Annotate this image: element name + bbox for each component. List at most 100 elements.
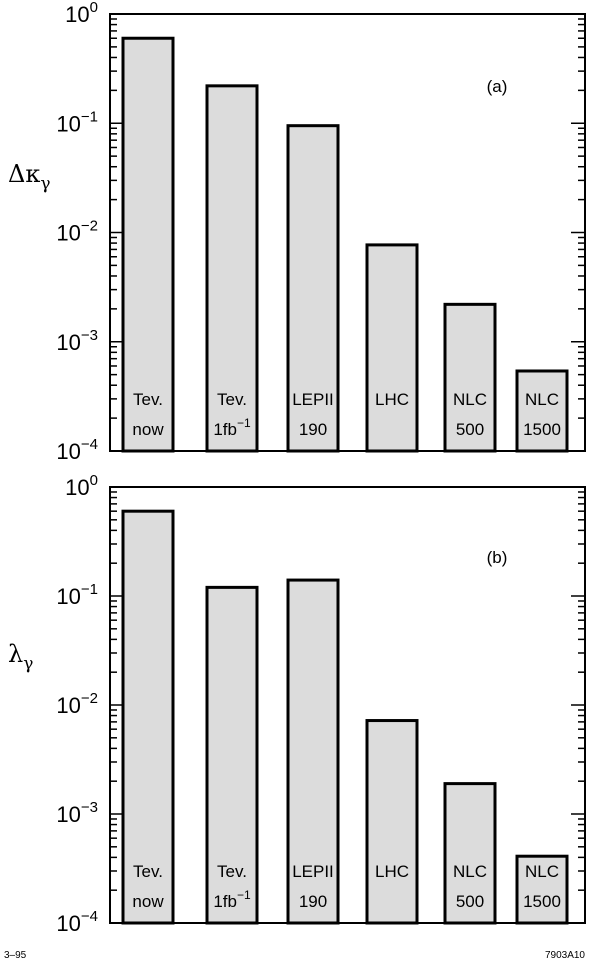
category-label-line2: now xyxy=(132,892,164,911)
y-tick-mantissa: 10 xyxy=(56,111,80,136)
panel-label: (a) xyxy=(487,77,508,96)
category-label-line2: 500 xyxy=(456,892,484,911)
y-tick-exponent: −1 xyxy=(81,581,98,598)
category-label-text: 500 xyxy=(456,420,484,439)
category-label-line1: NLC xyxy=(525,390,559,409)
panel-label-text: (b) xyxy=(487,548,508,567)
y-tick-mantissa: 10 xyxy=(56,693,80,718)
category-label-text: 190 xyxy=(299,420,327,439)
y-tick-mantissa: 10 xyxy=(56,584,80,609)
y-tick-label: 10−3 xyxy=(56,327,98,355)
category-label-line2: 500 xyxy=(456,420,484,439)
y-tick-label: 10−2 xyxy=(56,218,98,246)
category-label-line2: 1500 xyxy=(523,420,561,439)
category-label-text: 1fb xyxy=(213,420,237,439)
category-label-line2: 1500 xyxy=(523,892,561,911)
category-label-text: 1fb xyxy=(213,892,237,911)
category-label-line1: Tev. xyxy=(217,390,247,409)
bar xyxy=(443,782,497,925)
panel-label-text: (a) xyxy=(487,77,508,96)
category-label-superscript: −1 xyxy=(237,416,251,430)
bar xyxy=(205,585,259,925)
y-tick-label: 10−4 xyxy=(56,436,98,464)
category-label-superscript: −1 xyxy=(237,888,251,902)
y-tick-label: 10−3 xyxy=(56,799,98,827)
y-axis-label: Δκγ xyxy=(8,160,51,194)
y-tick-label: 10−1 xyxy=(56,581,98,609)
category-label-text: LEPII xyxy=(292,862,334,881)
y-tick-mantissa: 10 xyxy=(56,221,80,246)
category-label-line2: 1fb−1 xyxy=(213,416,251,439)
footer-left-label: 3–95 xyxy=(4,950,27,961)
category-label-text: now xyxy=(132,420,164,439)
y-axis-subscript: γ xyxy=(40,174,50,194)
category-label-text: Tev. xyxy=(217,390,247,409)
category-label-line2: now xyxy=(132,420,164,439)
y-tick-exponent: 0 xyxy=(90,472,98,489)
category-label-text: Tev. xyxy=(133,390,163,409)
category-label-text: 1500 xyxy=(523,420,561,439)
category-label-line1: Tev. xyxy=(133,862,163,881)
bar xyxy=(515,854,569,925)
bar xyxy=(365,243,419,453)
category-label-line1: NLC xyxy=(453,862,487,881)
y-tick-exponent: −2 xyxy=(81,690,98,707)
y-axis-subscript: γ xyxy=(23,654,33,674)
category-label-text: LHC xyxy=(375,862,409,881)
y-tick-mantissa: 10 xyxy=(56,439,80,464)
bar xyxy=(443,302,497,453)
y-tick-exponent: −3 xyxy=(81,799,98,816)
panel-a: 10010−110−210−310−4Δκγ(a)Tev.nowTev.1fb−… xyxy=(8,0,586,464)
y-tick-label: 10−2 xyxy=(56,690,98,718)
plot-frame xyxy=(109,486,586,924)
y-tick-exponent: −3 xyxy=(81,327,98,344)
category-label-line1: LEPII xyxy=(292,390,334,409)
panel-label: (b) xyxy=(487,548,508,567)
category-label-text: 1500 xyxy=(523,892,561,911)
y-tick-exponent: 0 xyxy=(90,0,98,16)
y-tick-mantissa: 10 xyxy=(65,475,89,500)
category-label-line1: LHC xyxy=(375,862,409,881)
y-tick-exponent: −1 xyxy=(81,108,98,125)
footer-right-label: 7903A10 xyxy=(544,950,585,961)
bar xyxy=(365,719,419,925)
y-tick-mantissa: 10 xyxy=(56,911,80,936)
y-tick-mantissa: 10 xyxy=(56,330,80,355)
category-label-text: 500 xyxy=(456,892,484,911)
panel-b: 10010−110−210−310−4λγ(b)Tev.nowTev.1fb−1… xyxy=(8,472,586,936)
category-label-text: NLC xyxy=(453,862,487,881)
category-label-text: LEPII xyxy=(292,390,334,409)
y-tick-label: 100 xyxy=(65,0,98,27)
category-label-line2: 190 xyxy=(299,420,327,439)
category-label-line1: Tev. xyxy=(133,390,163,409)
category-label-line2: 190 xyxy=(299,892,327,911)
y-tick-label: 10−4 xyxy=(56,908,98,936)
y-tick-label: 10−1 xyxy=(56,108,98,136)
y-axis-symbol: λ xyxy=(8,640,23,668)
category-label-line2: 1fb−1 xyxy=(213,888,251,911)
y-axis-symbol: Δκ xyxy=(8,160,40,188)
category-label-text: LHC xyxy=(375,390,409,409)
category-label-line1: LEPII xyxy=(292,862,334,881)
category-label-text: Tev. xyxy=(133,862,163,881)
y-tick-exponent: −4 xyxy=(81,436,98,453)
category-label-text: NLC xyxy=(525,862,559,881)
category-label-line1: LHC xyxy=(375,390,409,409)
category-label-text: Tev. xyxy=(217,862,247,881)
y-axis-label: λγ xyxy=(8,640,33,674)
category-label-line1: NLC xyxy=(525,862,559,881)
category-label-text: NLC xyxy=(525,390,559,409)
category-label-text: 190 xyxy=(299,892,327,911)
y-tick-label: 100 xyxy=(65,472,98,500)
y-tick-exponent: −2 xyxy=(81,218,98,235)
bar xyxy=(121,36,175,453)
category-label-text: NLC xyxy=(453,390,487,409)
category-label-text: now xyxy=(132,892,164,911)
y-tick-exponent: −4 xyxy=(81,908,98,925)
y-tick-mantissa: 10 xyxy=(56,802,80,827)
plot-frame xyxy=(109,13,586,452)
y-tick-mantissa: 10 xyxy=(65,2,89,27)
category-label-line1: Tev. xyxy=(217,862,247,881)
category-label-line1: NLC xyxy=(453,390,487,409)
